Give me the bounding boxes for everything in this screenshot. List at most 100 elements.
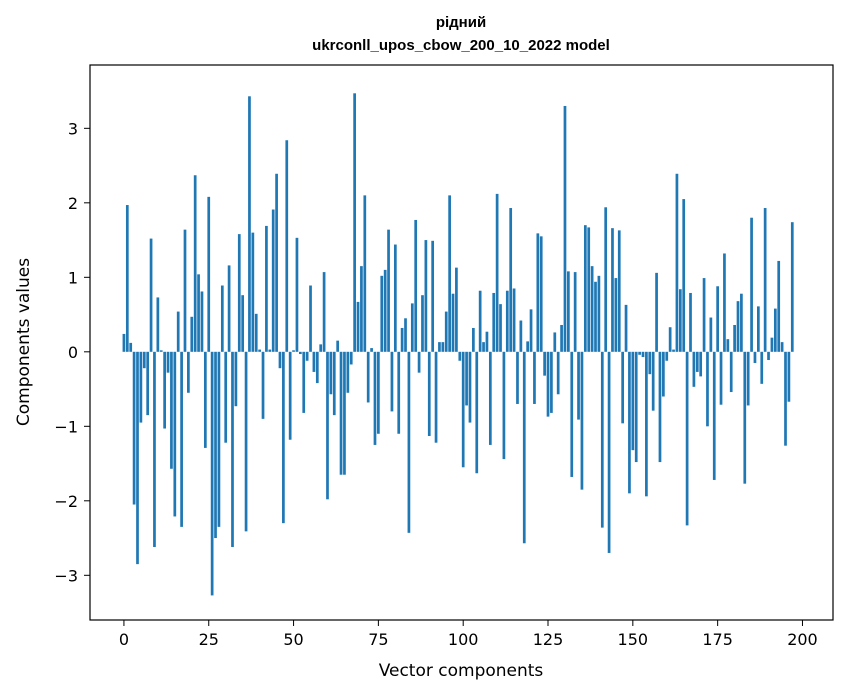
bar-component-153 xyxy=(641,351,645,358)
bar-component-94 xyxy=(441,342,445,352)
bar-component-126 xyxy=(550,351,553,413)
bar-component-168 xyxy=(692,351,696,387)
bar-series xyxy=(122,93,794,596)
bar-component-111 xyxy=(499,304,502,352)
bar-component-95 xyxy=(444,311,448,352)
bar-component-84 xyxy=(407,351,411,533)
bar-component-90 xyxy=(427,351,431,436)
bar-component-179 xyxy=(729,351,733,393)
bar-component-14 xyxy=(170,351,173,469)
bar-component-33 xyxy=(234,351,238,407)
bar-component-107 xyxy=(485,331,489,352)
bar-component-51 xyxy=(295,237,299,352)
bar-component-60 xyxy=(326,351,329,500)
bar-component-131 xyxy=(567,271,570,352)
bar-component-186 xyxy=(753,351,757,363)
bar-component-18 xyxy=(183,229,187,352)
bar-component-31 xyxy=(227,265,231,352)
bar-component-1 xyxy=(125,205,129,352)
bar-component-164 xyxy=(678,289,682,352)
bar-component-89 xyxy=(424,240,428,352)
bar-component-175 xyxy=(716,286,719,352)
bar-component-21 xyxy=(193,175,197,352)
bar-component-5 xyxy=(139,351,143,423)
bar-component-37 xyxy=(248,96,251,352)
bar-component-145 xyxy=(614,278,618,352)
bar-component-7 xyxy=(146,351,150,416)
bar-component-88 xyxy=(421,295,424,352)
x-tick-label: 50 xyxy=(283,630,303,649)
bar-component-34 xyxy=(237,234,241,352)
bar-component-124 xyxy=(543,351,546,376)
bar-component-80 xyxy=(393,244,397,352)
bar-component-105 xyxy=(478,290,482,352)
bar-component-173 xyxy=(709,317,713,352)
bar-component-71 xyxy=(363,195,367,352)
bar-component-163 xyxy=(675,173,679,352)
x-tick-label: 100 xyxy=(448,630,479,649)
x-tick-label: 150 xyxy=(618,630,649,649)
bar-component-142 xyxy=(604,207,608,352)
bar-component-152 xyxy=(638,351,641,355)
bar-component-149 xyxy=(628,351,631,494)
bar-component-59 xyxy=(322,272,326,352)
bar-component-180 xyxy=(733,324,736,352)
bar-component-182 xyxy=(740,293,743,352)
bar-component-32 xyxy=(231,351,234,547)
bar-component-20 xyxy=(190,316,194,352)
bar-component-19 xyxy=(187,351,190,393)
bar-component-130 xyxy=(563,105,567,352)
bar-component-172 xyxy=(706,351,709,427)
bar-component-148 xyxy=(624,304,628,352)
bar-component-44 xyxy=(271,209,275,352)
x-axis: 0 25 50 75 100 125 150 175 200 xyxy=(119,620,818,649)
bar-component-26 xyxy=(210,351,214,596)
y-tick-label: 3 xyxy=(68,119,78,138)
bar-component-127 xyxy=(553,332,557,352)
bar-component-191 xyxy=(770,337,774,352)
bar-component-160 xyxy=(665,351,669,361)
bar-component-101 xyxy=(465,351,468,406)
bar-component-190 xyxy=(767,351,770,360)
bar-component-83 xyxy=(404,318,407,352)
bar-component-48 xyxy=(285,140,289,352)
bar-component-156 xyxy=(651,351,655,411)
bar-component-167 xyxy=(689,292,692,352)
bar-component-41 xyxy=(261,351,265,419)
x-tick-label: 0 xyxy=(119,630,129,649)
bar-component-50 xyxy=(292,350,295,352)
bar-component-146 xyxy=(617,230,621,352)
bar-component-129 xyxy=(560,324,563,352)
x-tick-label: 200 xyxy=(787,630,818,649)
bar-component-188 xyxy=(760,351,764,384)
bar-component-171 xyxy=(702,278,706,352)
bar-component-28 xyxy=(217,351,221,527)
bar-component-10 xyxy=(156,297,160,352)
bar-component-73 xyxy=(370,348,373,352)
bar-component-138 xyxy=(590,266,594,352)
bar-component-4 xyxy=(136,351,139,565)
bar-component-82 xyxy=(400,327,404,352)
bar-component-66 xyxy=(346,351,350,393)
bar-component-183 xyxy=(743,351,747,484)
bar-component-24 xyxy=(203,351,207,448)
x-tick-label: 125 xyxy=(533,630,564,649)
y-tick-label: −2 xyxy=(54,492,78,511)
bar-component-187 xyxy=(757,306,760,352)
bar-component-38 xyxy=(251,232,255,352)
bar-component-119 xyxy=(526,341,530,352)
bar-component-6 xyxy=(142,351,146,369)
bar-component-53 xyxy=(302,351,306,413)
bar-component-196 xyxy=(787,351,791,402)
bar-component-143 xyxy=(607,351,611,553)
y-tick-label: 0 xyxy=(68,343,78,362)
bar-component-40 xyxy=(258,349,261,352)
bar-component-0 xyxy=(122,333,126,352)
bar-component-12 xyxy=(163,351,166,429)
bar-component-91 xyxy=(431,240,435,352)
bar-component-184 xyxy=(746,351,750,406)
bar-component-36 xyxy=(244,351,248,532)
bar-component-47 xyxy=(282,351,285,524)
bar-component-189 xyxy=(763,208,767,352)
